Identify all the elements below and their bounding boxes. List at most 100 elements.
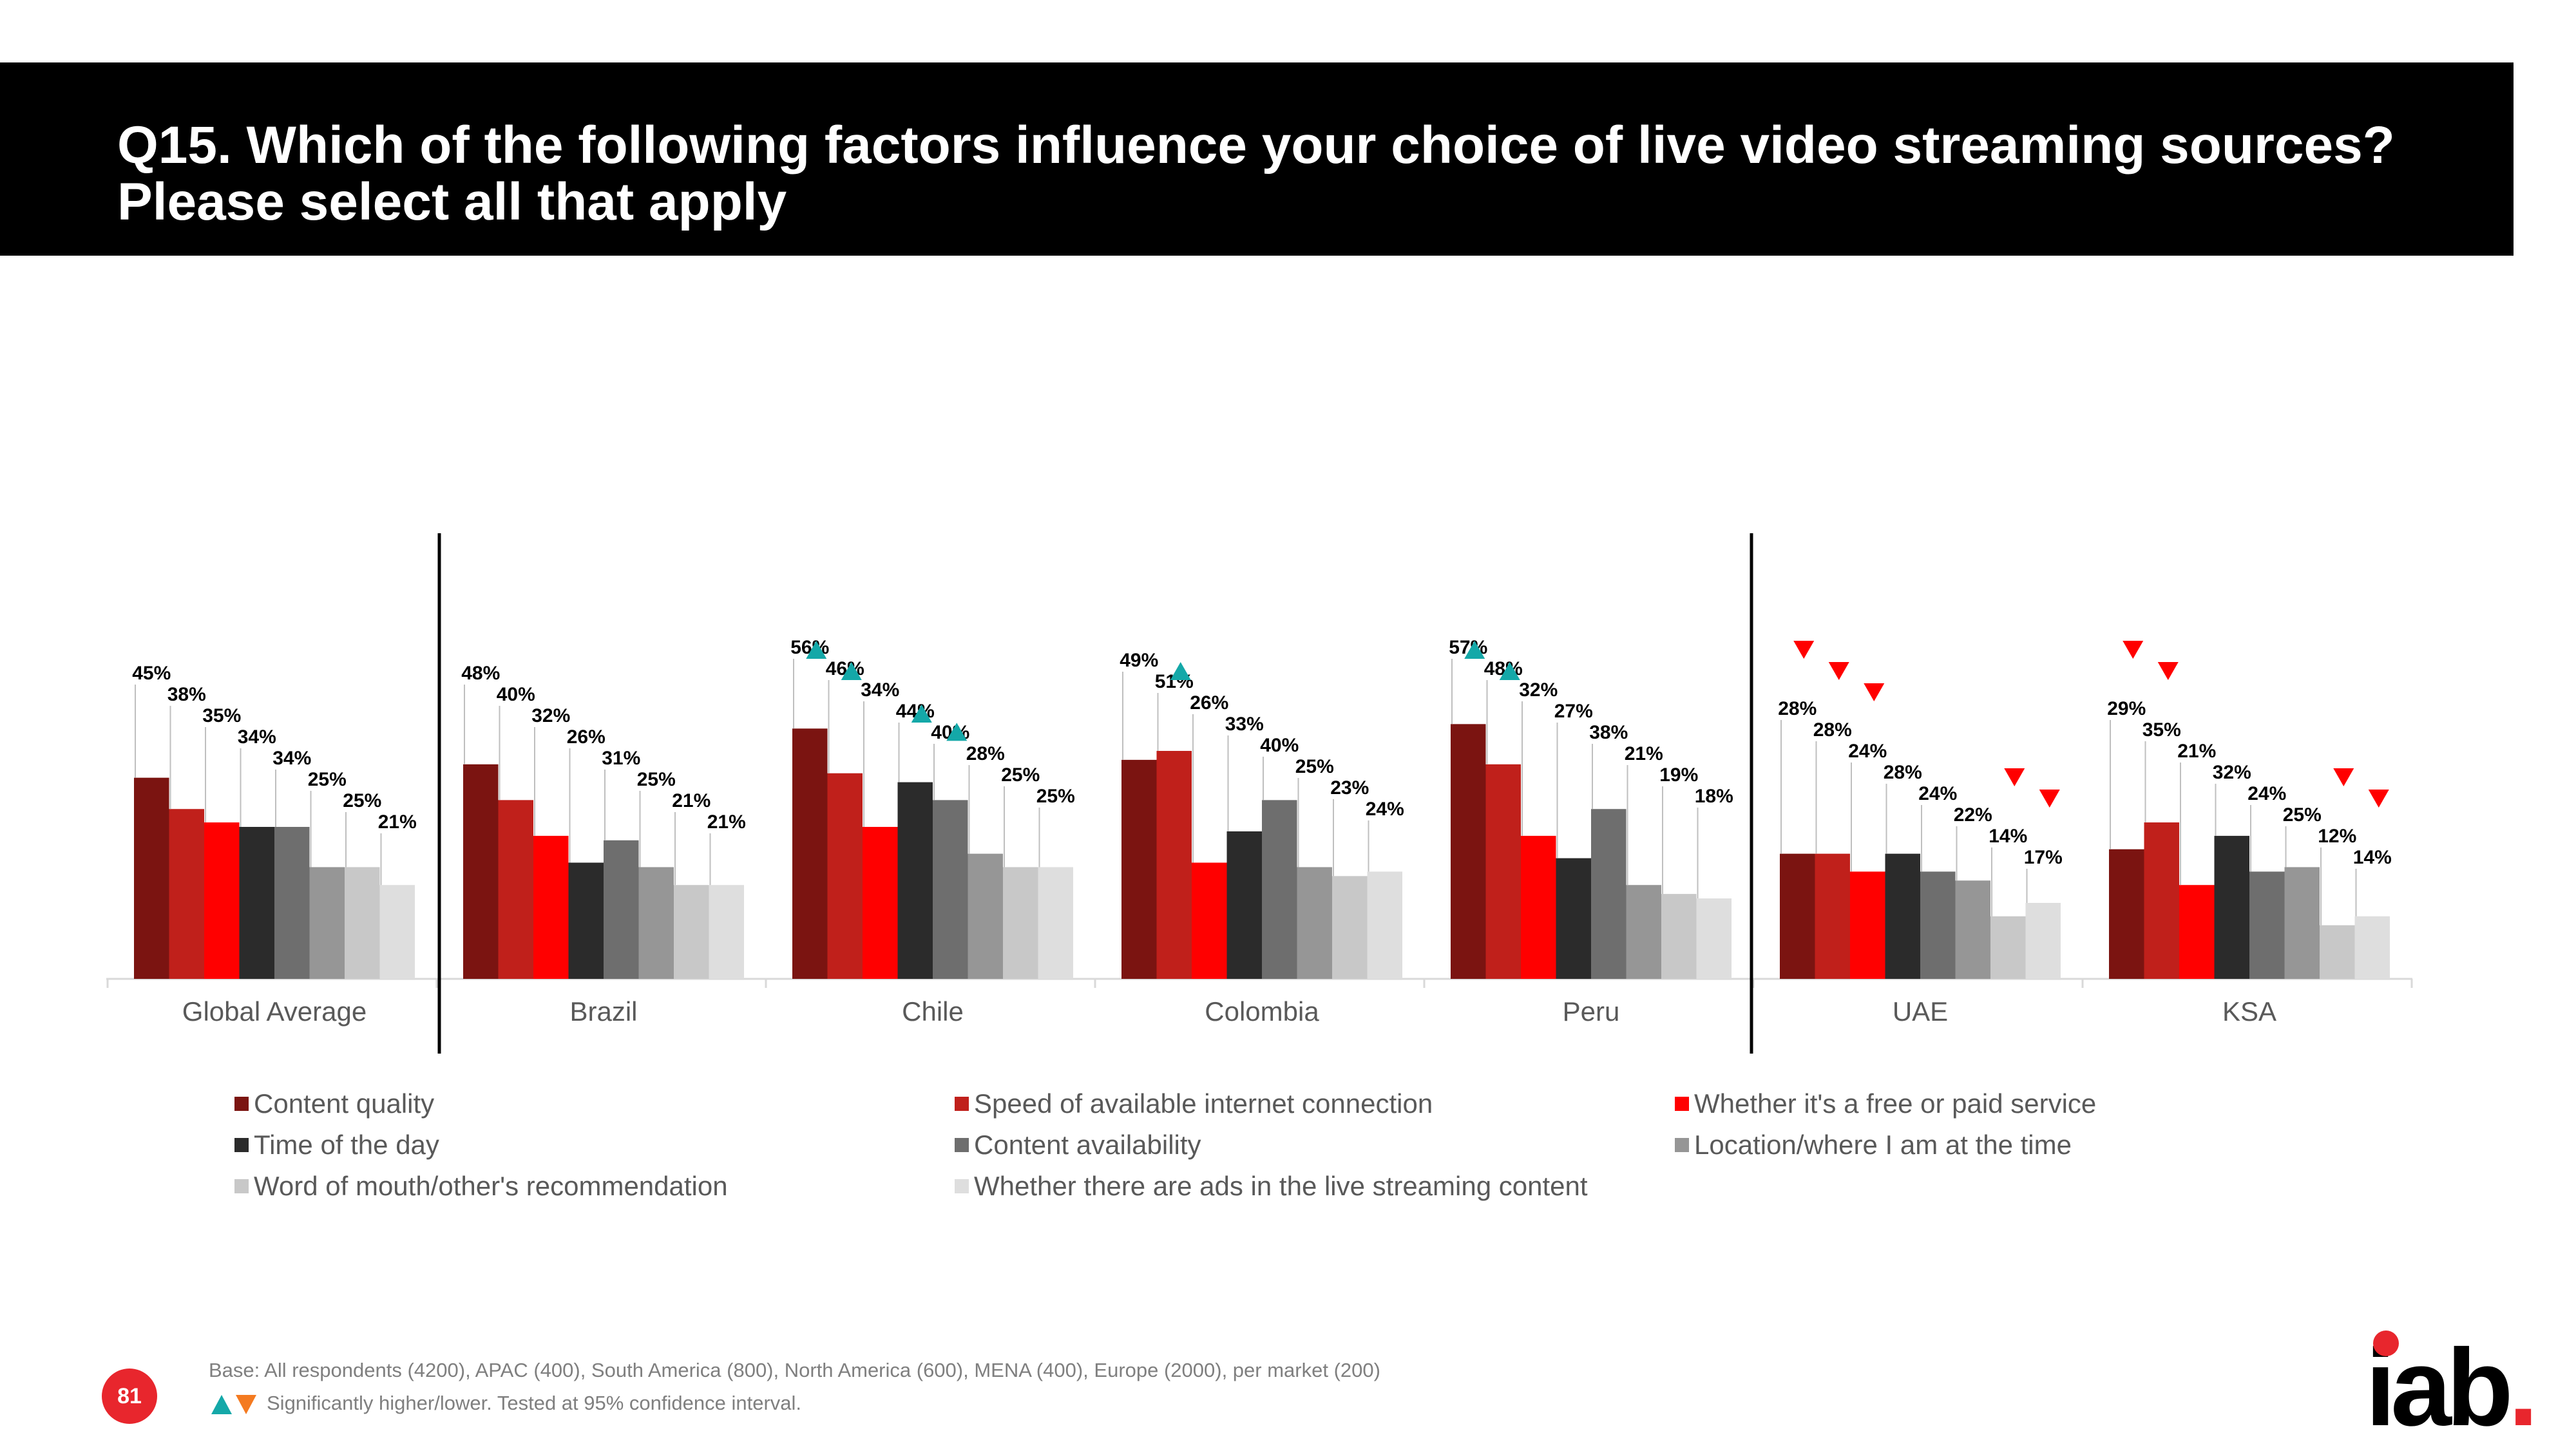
lower-triangle-icon (2333, 768, 2354, 786)
data-label: 32% (1519, 679, 1558, 701)
data-label: 28% (966, 743, 1005, 764)
bar (863, 827, 898, 979)
page-title: Q15. Which of the following factors infl… (117, 116, 2395, 231)
bar (1661, 894, 1697, 979)
data-label: 25% (1295, 756, 1334, 777)
significance-key-icon (211, 1395, 256, 1414)
bar (897, 782, 933, 979)
data-label: 34% (861, 679, 899, 701)
bar (1451, 724, 1486, 979)
bar (1038, 867, 1073, 979)
data-label: 18% (1695, 786, 1733, 807)
x-tick-label: UAE (1893, 996, 1948, 1027)
bar (1156, 751, 1192, 979)
x-tick-label: Colombia (1205, 996, 1319, 1027)
bar (274, 827, 310, 979)
bar (568, 862, 604, 979)
data-label: 21% (707, 811, 746, 833)
data-label: 12% (2318, 826, 2356, 847)
bar (1885, 853, 1920, 979)
x-tick-label: Chile (902, 996, 964, 1027)
data-label: 29% (2107, 698, 2146, 719)
data-label: 27% (1554, 701, 1593, 722)
legend-swatch (955, 1138, 969, 1152)
bar (1626, 885, 1661, 979)
iab-logo-dot-icon (2373, 1331, 2399, 1356)
bar (533, 835, 569, 979)
bar (1920, 871, 1956, 979)
data-label: 34% (238, 726, 276, 748)
page-number-badge: 81 (102, 1368, 157, 1424)
data-label: 21% (1625, 743, 1663, 764)
bar (379, 885, 415, 979)
legend-label: Content availability (974, 1130, 1201, 1160)
legend-label: Content quality (254, 1088, 435, 1119)
higher-triangle-icon (1464, 641, 1485, 659)
data-label: 49% (1120, 650, 1158, 671)
lower-triangle-icon (236, 1395, 256, 1414)
data-label: 31% (602, 748, 640, 769)
bar (1955, 880, 1990, 979)
bar (2354, 916, 2390, 979)
legend-label: Time of the day (254, 1130, 439, 1160)
legend-item-speed: Speed of available internet connection (955, 1088, 1433, 1119)
bar (933, 800, 968, 979)
data-label: 14% (1989, 826, 2027, 847)
data-label: 28% (1813, 719, 1852, 741)
lower-triangle-icon (2157, 662, 2179, 680)
legend-swatch (234, 1138, 249, 1152)
bar (239, 827, 274, 979)
data-label: 26% (567, 726, 606, 748)
bar (2214, 835, 2249, 979)
bar (1262, 800, 1297, 979)
data-label: 28% (1778, 698, 1817, 719)
data-label: 24% (1848, 741, 1887, 762)
bar (1850, 871, 1885, 979)
bar (1780, 853, 1815, 979)
bar (1003, 867, 1038, 979)
data-label: 19% (1659, 764, 1698, 786)
significance-note: Significantly higher/lower. Tested at 95… (267, 1392, 802, 1414)
base-note: Base: All respondents (4200), APAC (400)… (209, 1359, 1380, 1381)
legend-swatch (955, 1179, 969, 1193)
lower-triangle-icon (1864, 683, 1885, 701)
data-label: 24% (2247, 783, 2286, 804)
data-label: 25% (308, 769, 347, 790)
bar (1226, 831, 1262, 979)
bar (2179, 885, 2215, 979)
x-tick-label: KSA (2222, 996, 2276, 1027)
higher-triangle-icon (211, 1395, 232, 1414)
title-bar (0, 62, 2514, 256)
data-label: 40% (1260, 735, 1299, 756)
higher-triangle-icon (1499, 662, 1520, 680)
bar (1485, 764, 1521, 979)
data-label: 38% (1589, 722, 1628, 743)
legend-item-content-availability: Content availability (955, 1130, 1201, 1160)
data-label: 22% (1954, 804, 1992, 826)
bar (345, 867, 380, 979)
bar (1297, 867, 1332, 979)
lower-triangle-icon (1828, 662, 1849, 680)
data-label: 32% (2213, 762, 2251, 783)
x-tick-label: Global Average (182, 996, 367, 1027)
data-label: 32% (531, 705, 570, 726)
bar (1556, 858, 1591, 979)
bar (2025, 903, 2061, 979)
bar (827, 773, 863, 979)
bar (498, 800, 533, 979)
data-label: 40% (497, 684, 535, 705)
bar (309, 867, 345, 979)
x-tick-label: Brazil (569, 996, 637, 1027)
data-label: 35% (202, 705, 241, 726)
bar (2109, 849, 2144, 979)
x-tick-label: Peru (1563, 996, 1620, 1027)
legend-label: Location/where I am at the time (1694, 1130, 2072, 1160)
bar (169, 809, 204, 979)
bar (792, 728, 828, 979)
higher-triangle-icon (1170, 662, 1191, 680)
data-label: 21% (672, 790, 711, 811)
data-label: 48% (461, 663, 500, 684)
bar (134, 777, 169, 979)
data-label: 35% (2142, 719, 2181, 741)
